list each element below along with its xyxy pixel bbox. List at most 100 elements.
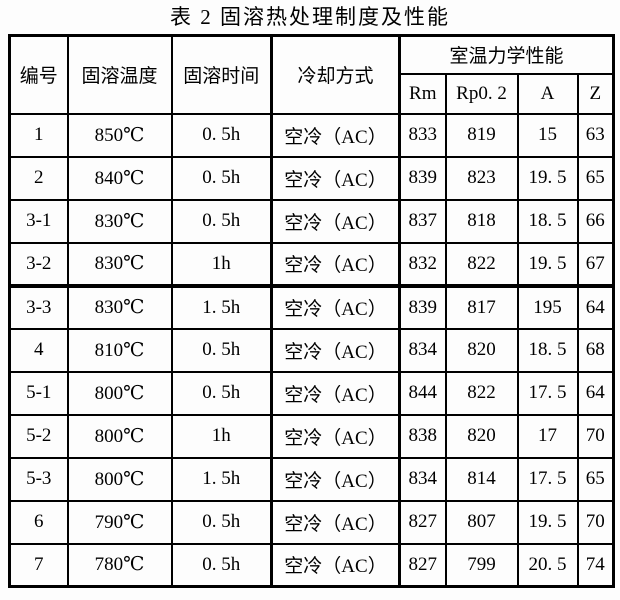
cell-rm: 839: [398, 284, 447, 330]
table-row: 2 840℃ 0. 5h 空冷（AC） 839 823 19. 5 65: [8, 155, 615, 201]
header-temperature: 固溶温度: [66, 34, 173, 115]
cell-id: 3-1: [8, 198, 69, 244]
header-rm: Rm: [398, 72, 447, 115]
cell-rm: 827: [398, 542, 447, 588]
cell-rp02: 820: [444, 413, 519, 459]
cell-temperature: 790℃: [66, 499, 173, 545]
table-row: 5-1 800℃ 0. 5h 空冷（AC） 844 822 17. 5 64: [8, 370, 615, 416]
cell-cooling: 空冷（AC）: [270, 327, 401, 373]
cell-z: 68: [576, 327, 615, 373]
cell-z: 63: [576, 112, 615, 158]
header-row-sub: Rm Rp0. 2 A Z: [10, 72, 615, 115]
cell-a: 17: [516, 413, 579, 459]
cell-time: 1. 5h: [170, 284, 273, 330]
cell-id: 3-2: [8, 241, 69, 288]
cell-temperature: 840℃: [66, 155, 173, 201]
cell-cooling: 空冷（AC）: [270, 112, 401, 158]
cell-temperature: 850℃: [66, 112, 173, 158]
cell-cooling: 空冷（AC）: [270, 155, 401, 201]
cell-rm: 837: [398, 198, 447, 244]
cell-a: 19. 5: [516, 499, 579, 545]
header-id: 编号: [8, 34, 69, 115]
cell-temperature: 810℃: [66, 327, 173, 373]
cell-cooling: 空冷（AC）: [270, 241, 401, 288]
cell-a: 18. 5: [516, 327, 579, 373]
cell-z: 70: [576, 499, 615, 545]
table-row: 3-3 830℃ 1. 5h 空冷（AC） 839 817 195 64: [8, 284, 615, 330]
cell-z: 74: [576, 542, 615, 588]
table-row: 5-2 800℃ 1h 空冷（AC） 838 820 17 70: [8, 413, 615, 459]
cell-z: 65: [576, 456, 615, 502]
cell-z: 70: [576, 413, 615, 459]
cell-rm: 827: [398, 499, 447, 545]
header-a: A: [516, 72, 579, 115]
header-cooling: 冷却方式: [270, 34, 401, 115]
cell-time: 0. 5h: [170, 542, 273, 588]
cell-cooling: 空冷（AC）: [270, 413, 401, 459]
cell-id: 5-2: [8, 413, 69, 459]
cell-id: 5-3: [8, 456, 69, 502]
header-rp02: Rp0. 2: [444, 72, 519, 115]
cell-time: 0. 5h: [170, 155, 273, 201]
cell-rp02: 819: [444, 112, 519, 158]
cell-rp02: 817: [444, 284, 519, 330]
cell-rm: 833: [398, 112, 447, 158]
cell-a: 19. 5: [516, 155, 579, 201]
cell-rp02: 807: [444, 499, 519, 545]
cell-rm: 832: [398, 241, 447, 288]
cell-cooling: 空冷（AC）: [270, 370, 401, 416]
cell-rm: 838: [398, 413, 447, 459]
table-row: 4 810℃ 0. 5h 空冷（AC） 834 820 18. 5 68: [8, 327, 615, 373]
heat-treatment-table: 编号 固溶温度 固溶时间 冷却方式 室温力学性能 Rm Rp0. 2 A Z 1…: [8, 34, 616, 588]
cell-a: 17. 5: [516, 370, 579, 416]
cell-rm: 839: [398, 155, 447, 201]
table-row: 7 780℃ 0. 5h 空冷（AC） 827 799 20. 5 74: [8, 542, 615, 588]
cell-id: 1: [8, 112, 69, 158]
cell-temperature: 800℃: [66, 370, 173, 416]
cell-a: 15: [516, 112, 579, 158]
cell-rp02: 814: [444, 456, 519, 502]
cell-rp02: 799: [444, 542, 519, 588]
cell-id: 7: [8, 542, 69, 588]
cell-a: 19. 5: [516, 241, 579, 288]
cell-rm: 844: [398, 370, 447, 416]
cell-z: 64: [576, 284, 615, 330]
cell-temperature: 830℃: [66, 198, 173, 244]
cell-rp02: 823: [444, 155, 519, 201]
cell-time: 0. 5h: [170, 327, 273, 373]
cell-a: 20. 5: [516, 542, 579, 588]
cell-time: 1h: [170, 241, 273, 288]
cell-a: 195: [516, 284, 579, 330]
cell-time: 1h: [170, 413, 273, 459]
cell-rp02: 818: [444, 198, 519, 244]
cell-id: 4: [8, 327, 69, 373]
cell-temperature: 800℃: [66, 413, 173, 459]
cell-rp02: 820: [444, 327, 519, 373]
table-row: 3-1 830℃ 0. 5h 空冷（AC） 837 818 18. 5 66: [8, 198, 615, 244]
cell-z: 65: [576, 155, 615, 201]
cell-temperature: 800℃: [66, 456, 173, 502]
cell-rm: 834: [398, 327, 447, 373]
header-row-main: 编号 固溶温度 固溶时间 冷却方式 室温力学性能: [8, 34, 615, 115]
cell-temperature: 830℃: [66, 241, 173, 288]
cell-cooling: 空冷（AC）: [270, 198, 401, 244]
cell-cooling: 空冷（AC）: [270, 456, 401, 502]
cell-temperature: 830℃: [66, 284, 173, 330]
table-row: 1 850℃ 0. 5h 空冷（AC） 833 819 15 63: [8, 112, 615, 158]
header-time: 固溶时间: [170, 34, 273, 115]
cell-time: 0. 5h: [170, 370, 273, 416]
table-title: 表 2 固溶热处理制度及性能: [170, 5, 450, 29]
cell-time: 1. 5h: [170, 456, 273, 502]
cell-time: 0. 5h: [170, 499, 273, 545]
header-properties-group: 室温力学性能: [397, 34, 615, 75]
table-row: 6 790℃ 0. 5h 空冷（AC） 827 807 19. 5 70: [8, 499, 615, 545]
cell-id: 6: [8, 499, 69, 545]
cell-id: 2: [8, 155, 69, 201]
cell-a: 18. 5: [516, 198, 579, 244]
cell-cooling: 空冷（AC）: [270, 284, 401, 330]
cell-id: 3-3: [8, 284, 69, 330]
table-row: 5-3 800℃ 1. 5h 空冷（AC） 834 814 17. 5 65: [8, 456, 615, 502]
cell-time: 0. 5h: [170, 112, 273, 158]
cell-cooling: 空冷（AC）: [270, 542, 401, 588]
cell-time: 0. 5h: [170, 198, 273, 244]
